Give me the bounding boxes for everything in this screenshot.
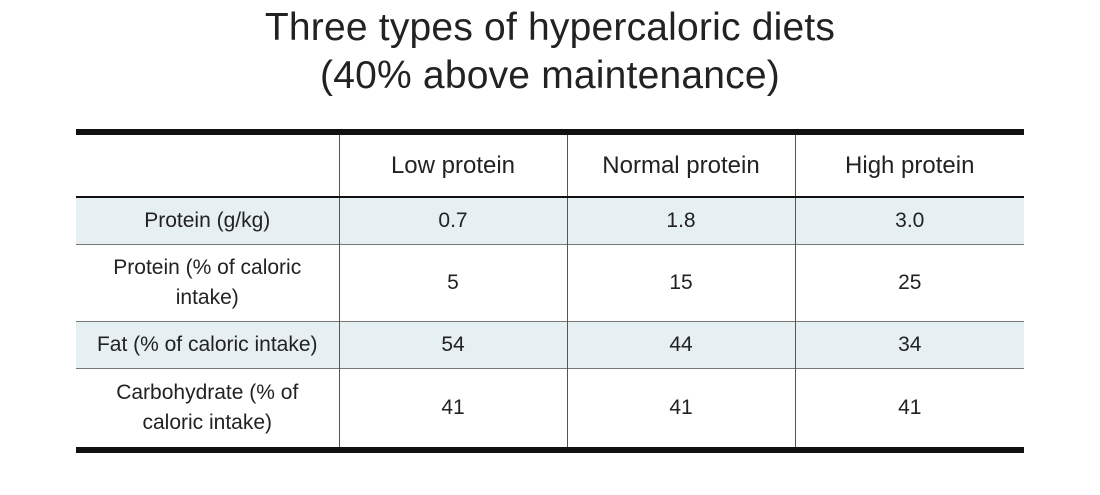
row-label: Protein (% of caloric intake): [113, 255, 302, 309]
row-label: Fat (% of caloric intake): [96, 332, 318, 356]
table-cell: 34: [794, 321, 1024, 368]
row-label: Carbohydrate (% of caloric intake): [116, 380, 299, 434]
page-title: Three types of hypercaloric diets (40% a…: [0, 4, 1100, 100]
table-cell: 41: [566, 368, 795, 450]
header-cell-high-protein: High protein: [794, 132, 1024, 198]
table-cell: 0.7: [338, 197, 567, 244]
table-cell: 1.8: [566, 197, 795, 244]
table-row: Protein (% of caloric intake) 5 15 25: [76, 244, 1024, 321]
table-header-row: Low protein Normal protein High protein: [76, 132, 1024, 198]
title-line-2: (40% above maintenance): [320, 54, 780, 97]
diet-comparison-table: Low protein Normal protein High protein …: [76, 129, 1024, 453]
table-cell: 41: [794, 368, 1024, 450]
table-row: Carbohydrate (% of caloric intake) 41 41…: [76, 368, 1024, 450]
table-row: Protein (g/kg) 0.7 1.8 3.0: [76, 197, 1024, 244]
table-cell: 54: [338, 321, 567, 368]
header-cell-low-protein: Low protein: [338, 132, 567, 198]
table-cell: 44: [566, 321, 795, 368]
table-row: Fat (% of caloric intake) 54 44 34: [76, 321, 1024, 368]
table-cell: 5: [338, 244, 567, 321]
header-cell-empty: [76, 132, 339, 198]
table-cell: 25: [794, 244, 1024, 321]
table-cell: 3.0: [794, 197, 1024, 244]
table-cell: 15: [566, 244, 795, 321]
title-line-1: Three types of hypercaloric diets: [264, 6, 836, 49]
header-cell-normal-protein: Normal protein: [566, 132, 795, 198]
table-cell: 41: [338, 368, 567, 450]
row-label: Protein (g/kg): [144, 208, 271, 232]
